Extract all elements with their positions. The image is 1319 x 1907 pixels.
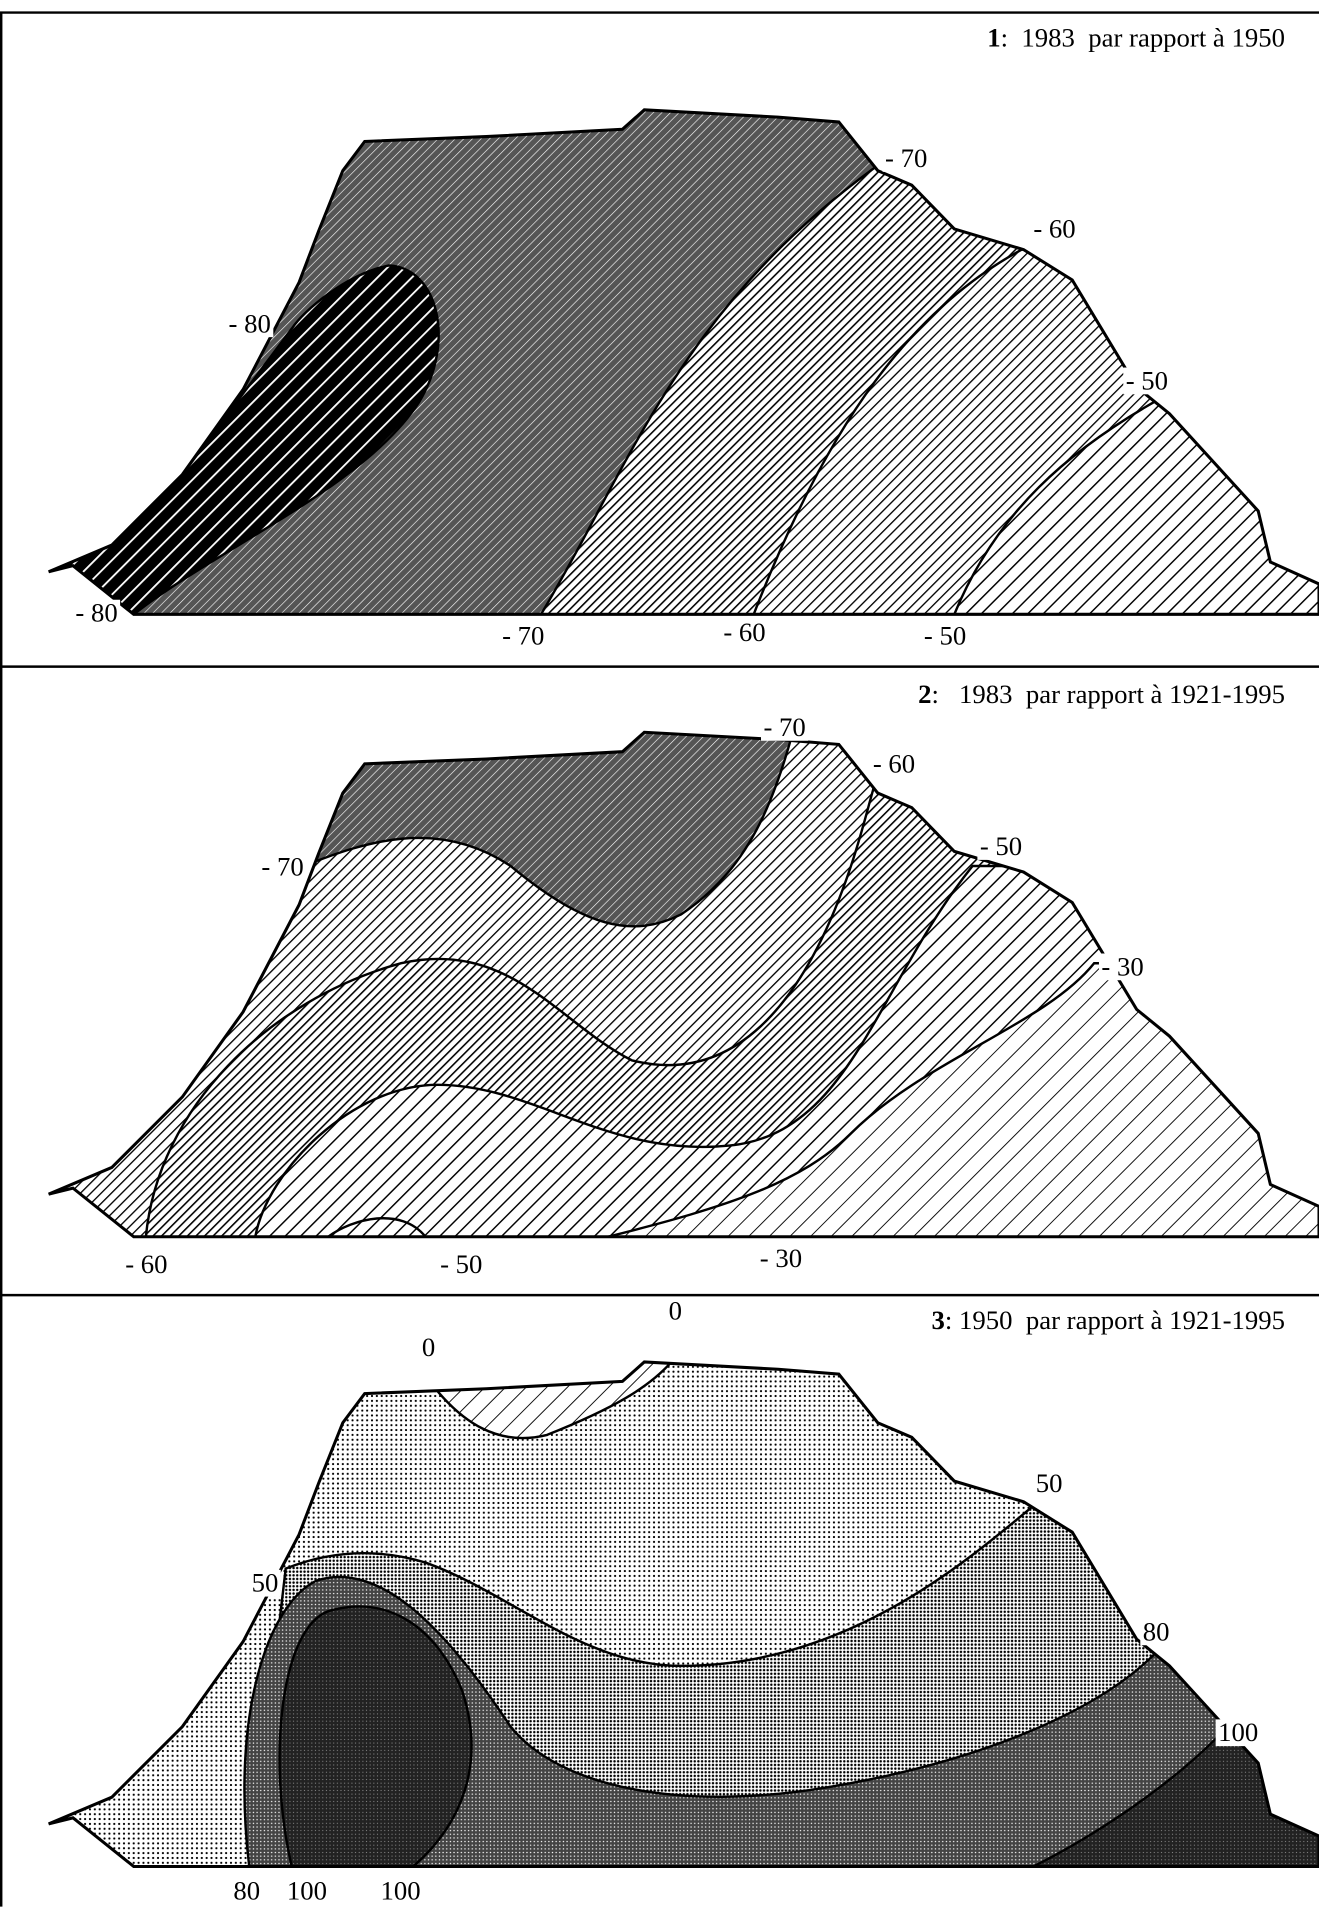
label-background (1140, 1618, 1172, 1646)
label-background (230, 1877, 263, 1905)
contour-label: - 50 (1126, 365, 1168, 395)
contour-label: 0 (422, 1332, 435, 1362)
contour-label: 50 (1036, 1468, 1063, 1498)
contour-label: - 50 (980, 831, 1022, 861)
contour-label: 80 (1143, 1616, 1170, 1646)
contour-label: - 60 (873, 748, 915, 778)
label-background (870, 750, 918, 778)
label-background (761, 714, 809, 741)
contour-label: - 30 (1101, 951, 1143, 981)
contour-label: - 30 (760, 1243, 802, 1273)
contour-label: 0 (669, 1295, 682, 1325)
panel-title: 2: 1983 par rapport à 1921-1995 (918, 679, 1285, 709)
label-background (419, 1334, 438, 1361)
panel-number: 2 (918, 679, 931, 709)
contour-label: - 60 (125, 1249, 167, 1279)
label-background (122, 1251, 170, 1279)
contour-label: - 60 (723, 617, 765, 647)
label-background (921, 622, 969, 650)
contour-label: 80 (233, 1875, 260, 1905)
label-background (378, 1877, 424, 1905)
label-background (72, 599, 121, 627)
panel-title-text: : 1950 par rapport à 1921-1995 (945, 1305, 1285, 1335)
label-background (666, 1297, 685, 1325)
panel-title-text: : 1983 par rapport à 1921-1995 (932, 679, 1285, 709)
panel-title-text: : 1983 par rapport à 1950 (1001, 23, 1285, 53)
map-panel-2 (47, 730, 1319, 1239)
panel-title: 3: 1950 par rapport à 1921-1995 (932, 1305, 1285, 1335)
contour-label: - 70 (261, 852, 303, 882)
label-background (1215, 1719, 1261, 1747)
label-background (258, 853, 307, 881)
label-background (437, 1251, 485, 1279)
map-panel-1 (47, 108, 1319, 616)
contour-label: - 50 (440, 1249, 482, 1279)
contour-label: - 60 (1033, 213, 1075, 243)
contour-label: 50 (252, 1568, 279, 1598)
label-background (249, 1569, 281, 1597)
panel-title: 1: 1983 par rapport à 1950 (987, 23, 1285, 53)
contour-label: 100 (1218, 1717, 1258, 1747)
label-background (882, 145, 930, 172)
label-background (1030, 215, 1079, 243)
label-background (226, 310, 274, 338)
label-background (720, 619, 769, 646)
contour-label: - 70 (502, 621, 544, 651)
label-background (1098, 953, 1147, 981)
label-background (757, 1245, 805, 1273)
contour-label: - 70 (763, 712, 805, 742)
contour-label: 100 (381, 1875, 421, 1905)
label-background (1033, 1470, 1065, 1497)
label-background (284, 1877, 330, 1905)
frame (0, 11, 1319, 1907)
contour-label: 100 (287, 1875, 327, 1905)
contour-label: - 80 (75, 598, 117, 628)
panel-number: 1 (987, 23, 1000, 53)
label-background (1123, 367, 1171, 395)
label-background (499, 622, 547, 650)
contour-label: - 50 (924, 621, 966, 651)
map-panel-3 (47, 1360, 1319, 1868)
contour-label: - 80 (229, 308, 271, 338)
contour-label: - 70 (885, 143, 927, 173)
panel-number: 3 (932, 1305, 945, 1335)
label-background (977, 833, 1025, 860)
